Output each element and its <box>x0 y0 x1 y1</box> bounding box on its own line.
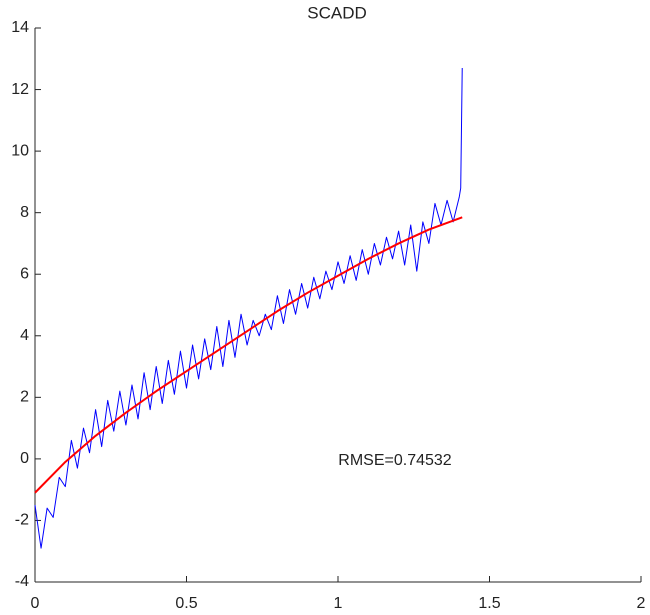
x-tick-label: 0.5 <box>175 595 197 612</box>
y-tick-label: 8 <box>20 204 29 221</box>
x-tick-label: 1 <box>334 595 343 612</box>
line-series <box>34 216 463 494</box>
y-tick-label: 6 <box>20 265 29 282</box>
y-tick-label: 12 <box>11 81 29 98</box>
y-tick-label: 14 <box>11 19 29 36</box>
y-tick-label: -4 <box>15 573 29 590</box>
y-tick-label: 10 <box>11 142 29 159</box>
y-tick-label: 4 <box>20 327 29 344</box>
x-tick-label: 0 <box>31 595 40 612</box>
annotation: RMSE=0.74532 <box>338 452 452 469</box>
y-tick-label: -2 <box>15 512 29 529</box>
x-tick-label: 2 <box>637 595 646 612</box>
chart-title: SCADD <box>307 3 367 22</box>
x-tick-label: 1.5 <box>478 595 500 612</box>
y-tick-label: 0 <box>20 450 29 467</box>
line-series <box>34 68 463 549</box>
y-tick-label: 2 <box>20 389 29 406</box>
